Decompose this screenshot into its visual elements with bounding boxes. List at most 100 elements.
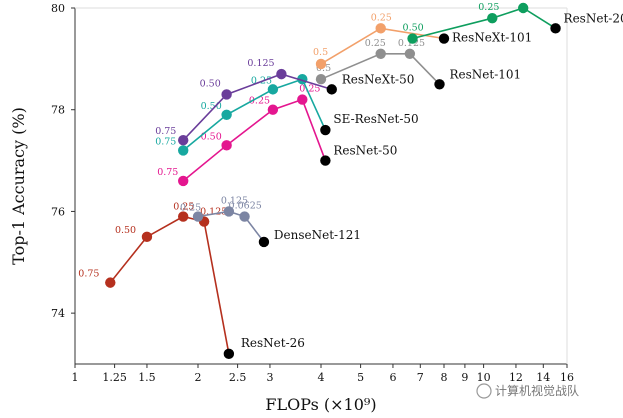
data-point	[221, 89, 232, 100]
point-label: 0.5	[313, 47, 328, 58]
series-resnet-200: 0.125 0.25 0.50 ResNet-200	[403, 0, 623, 44]
data-point	[375, 48, 386, 59]
series-name-label: ResNet-200	[564, 11, 623, 25]
point-label: 0.125	[247, 58, 274, 69]
data-point	[267, 84, 279, 95]
data-point	[178, 211, 189, 222]
data-point	[178, 135, 189, 146]
data-point	[550, 23, 561, 34]
y-tick-label: 74	[51, 307, 65, 320]
data-point	[297, 94, 308, 105]
data-point	[223, 348, 235, 360]
x-tick-label: 1	[72, 371, 79, 384]
data-point	[258, 236, 270, 248]
data-point	[315, 58, 327, 70]
data-point	[404, 48, 416, 59]
x-tick-label: 2.5	[229, 371, 247, 384]
x-tick-label: 7	[417, 371, 424, 384]
series-line	[412, 7, 556, 40]
x-tick-label: 1.25	[102, 371, 127, 384]
x-tick-label: 5	[357, 371, 364, 384]
x-tick-label: 6	[389, 371, 396, 384]
y-axis-title: Top-1 Accuracy (%)	[9, 107, 28, 265]
point-label: 0.50	[115, 225, 136, 236]
data-point	[320, 155, 331, 166]
series-group: 0.1250.250.500.75ResNet-260.06250.1250.2…	[78, 0, 623, 360]
point-label: 0.50	[201, 101, 222, 112]
series-name-label: ResNeXt-101	[452, 31, 532, 45]
data-point	[434, 79, 445, 90]
y-axis-ticks: 74 76 78 80	[51, 2, 75, 320]
point-label: 0.25	[371, 12, 392, 23]
data-point	[375, 23, 386, 34]
x-axis-ticks: 1 1.25 1.5 2 2.5 3 4 5 6 7 8 9 10 12 14 16	[72, 364, 574, 384]
series-name-label: ResNet-26	[241, 336, 305, 350]
watermark-logo: 计算机视觉战队	[476, 383, 579, 399]
x-tick-label: 3	[266, 371, 273, 384]
point-label: 0.75	[155, 136, 176, 147]
data-point	[192, 211, 204, 222]
x-tick-label: 1.5	[138, 371, 156, 384]
data-point	[407, 33, 418, 44]
data-point	[267, 104, 279, 115]
data-point	[487, 12, 498, 24]
x-tick-label: 16	[560, 371, 574, 384]
point-label: 0.125	[200, 207, 227, 218]
point-label: 0.75	[155, 126, 176, 137]
data-point	[276, 68, 287, 80]
data-point	[221, 109, 232, 121]
data-point	[223, 206, 235, 217]
y-tick-label: 80	[51, 2, 65, 15]
point-label: 0.75	[78, 269, 99, 280]
y-tick-label: 78	[51, 104, 65, 117]
x-tick-label: 14	[536, 371, 550, 384]
series-line	[320, 52, 441, 85]
data-point	[326, 84, 337, 95]
data-point	[178, 145, 189, 156]
point-label: 0.25	[299, 84, 320, 95]
series-name-label: ResNet-101	[450, 67, 522, 81]
x-tick-label: 2	[195, 371, 202, 384]
x-tick-label: 4	[318, 371, 325, 384]
x-tick-label: 8	[441, 371, 448, 384]
series-name-label: DenseNet-121	[274, 228, 361, 242]
data-point	[105, 277, 116, 288]
point-label: 0.5	[316, 63, 331, 74]
series-name-label: ResNeXt-50	[342, 72, 415, 86]
y-tick-label: 76	[51, 205, 65, 218]
series-line	[182, 73, 332, 141]
point-label: 0.50	[200, 78, 221, 89]
series-resnext-50: 0.125 0.50 0.75 ResNeXt-50	[155, 58, 415, 146]
point-label: 0.50	[403, 23, 424, 34]
series-line	[109, 215, 230, 354]
point-label: 0.50	[201, 131, 222, 142]
series-name-label: SE-ResNet-50	[333, 112, 418, 126]
point-label: 0.125	[511, 0, 538, 3]
data-point	[221, 140, 232, 151]
point-label: 0.25	[173, 202, 194, 213]
data-point	[178, 175, 189, 187]
data-point	[141, 231, 153, 243]
series-resnet-50: 0.25 0.25 0.50 0.75 ResNet-50	[157, 84, 397, 187]
x-tick-label: 9	[461, 371, 468, 384]
data-point	[239, 211, 250, 222]
point-label: 0.25	[249, 96, 270, 107]
watermark-text: 计算机视觉战队	[495, 383, 579, 398]
watermark-icon	[476, 383, 492, 399]
data-point	[315, 74, 327, 85]
data-point	[438, 33, 450, 44]
axes-frame	[74, 7, 568, 365]
data-point	[320, 124, 331, 136]
x-axis-title: FLOPs (×10⁹)	[265, 395, 376, 414]
point-label: 0.75	[157, 167, 178, 178]
series-name-label: ResNet-50	[333, 144, 397, 158]
data-point	[517, 2, 529, 14]
point-label: 0.0625	[229, 201, 262, 212]
x-tick-label: 10	[477, 371, 491, 384]
point-label: 0.25	[180, 203, 201, 214]
series-line	[197, 210, 265, 243]
x-tick-label: 12	[509, 371, 523, 384]
